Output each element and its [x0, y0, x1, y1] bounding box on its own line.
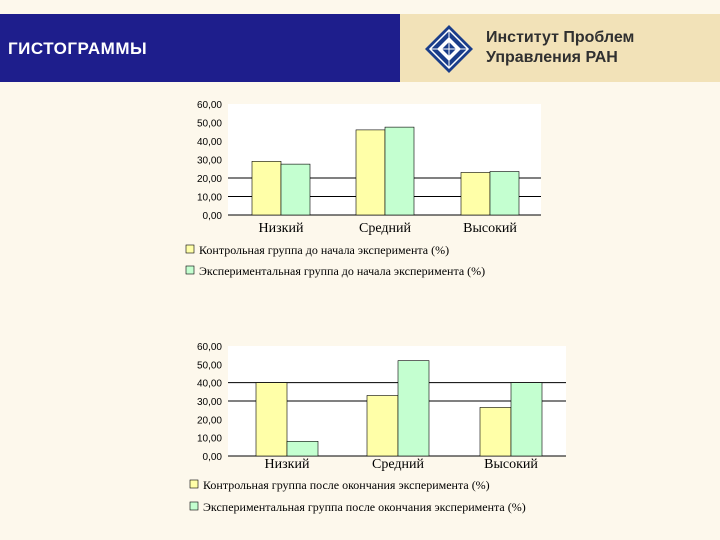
legend-swatch — [189, 501, 199, 511]
y-tick-label: 50,00 — [197, 119, 222, 130]
bar — [460, 172, 491, 216]
institute-name-line2: Управления РАН — [486, 49, 618, 66]
bar — [355, 129, 386, 216]
legend-label: Контрольная группа до начала эксперимент… — [199, 243, 449, 257]
slide-title: ГИСТОГРАММЫ — [8, 39, 148, 58]
legend-label: Экспериментальная группа до начала экспе… — [199, 264, 485, 278]
bar — [397, 360, 430, 457]
y-tick-label: 40,00 — [197, 137, 222, 148]
y-tick-label: 40,00 — [197, 379, 222, 390]
bar — [489, 171, 520, 216]
y-tick-label: 0,00 — [203, 452, 223, 463]
y-tick-label: 20,00 — [197, 174, 222, 185]
y-tick-label: 30,00 — [197, 156, 222, 167]
title-banner — [0, 14, 400, 82]
category-label: Высокий — [463, 221, 517, 236]
y-tick-label: 20,00 — [197, 415, 222, 426]
bar — [255, 382, 288, 457]
legend-label: Экспериментальная группа после окончания… — [203, 500, 526, 514]
legend-swatch — [185, 244, 195, 254]
category-label: Средний — [372, 457, 424, 472]
y-tick-label: 10,00 — [197, 193, 222, 204]
y-tick-label: 50,00 — [197, 360, 222, 371]
legend-label: Контрольная группа после окончания экспе… — [203, 478, 490, 492]
institute-banner: Институт Проблем Управления РАН — [400, 14, 720, 82]
y-tick-label: 10,00 — [197, 434, 222, 445]
chart-2: 60,00 50,00 40,00 30,00 20,00 10,00 0,00 Низкий… — [189, 342, 566, 514]
chart-1: 60,00 50,00 40,00 30,00 20,00 10,00 0,00 Низкий… — [185, 100, 541, 278]
category-label: Средний — [359, 221, 411, 236]
legend-swatch — [189, 479, 199, 489]
bar — [479, 407, 512, 457]
bar — [251, 161, 282, 216]
bar — [280, 163, 311, 216]
category-label: Низкий — [265, 457, 310, 472]
category-label: Низкий — [259, 221, 304, 236]
institute-logo-icon — [425, 25, 473, 73]
category-label: Высокий — [484, 457, 538, 472]
y-tick-label: 0,00 — [203, 211, 223, 222]
institute-name: Институт Проблем Управления РАН — [486, 28, 634, 68]
bar — [286, 441, 319, 457]
legend-swatch — [185, 265, 195, 275]
slide-header: ГИСТОГРАММЫ Институт Проблем Управления … — [0, 0, 720, 82]
bar — [510, 382, 543, 457]
y-tick-label: 60,00 — [197, 342, 222, 353]
y-tick-label: 60,00 — [197, 100, 222, 111]
institute-name-line1: Институт Проблем — [486, 29, 635, 46]
y-tick-label: 30,00 — [197, 397, 222, 408]
bar — [384, 126, 415, 216]
bar — [366, 395, 399, 457]
